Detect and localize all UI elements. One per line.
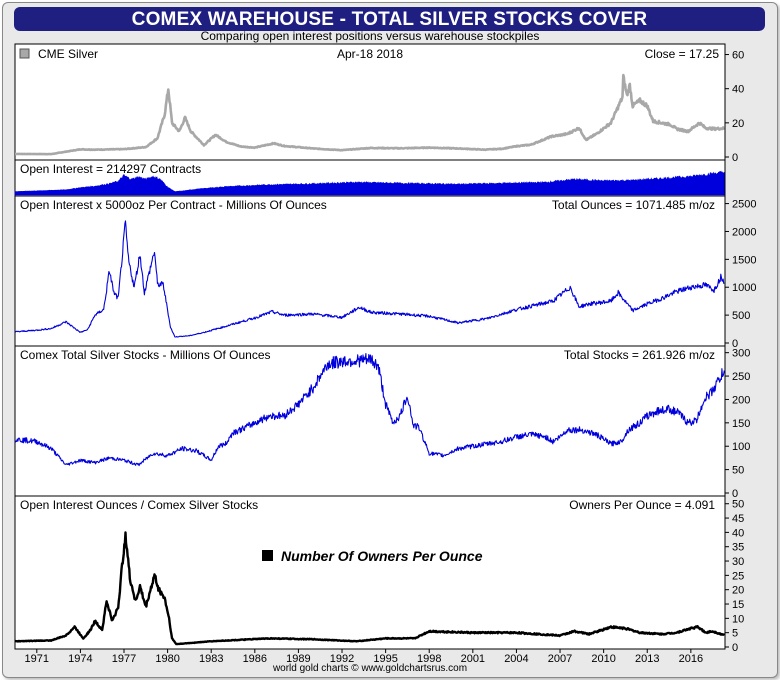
y-tick-label: 0 [732,488,738,500]
x-tick-label: 2007 [548,653,572,665]
y-tick-label: 2500 [732,199,756,211]
panel-label-left: Open Interest x 5000oz Per Contract - Mi… [20,198,327,212]
y-tick-label: 1500 [732,254,756,266]
legend-swatch [262,550,273,561]
x-tick-label: 2013 [635,653,659,665]
panel-label-left: Open Interest = 214297 Contracts [20,162,201,176]
panel-label-left: CME Silver [38,47,98,61]
chart-title: COMEX WAREHOUSE - TOTAL SILVER STOCKS CO… [131,9,648,30]
y-tick-label: 100 [732,441,750,453]
panel-label-right: Owners Per Ounce = 4.091 [569,498,715,512]
y-tick-label: 35 [732,542,744,554]
x-tick-label: 2010 [591,653,615,665]
y-tick-label: 150 [732,418,750,430]
y-tick-label: 25 [732,570,744,582]
x-tick-label: 2016 [679,653,703,665]
y-tick-label: 45 [732,513,744,525]
y-tick-label: 15 [732,599,744,611]
y-tick-label: 30 [732,556,744,568]
title-banner: COMEX WAREHOUSE - TOTAL SILVER STOCKS CO… [14,7,765,31]
panel-label-left: Open Interest Ounces / Comex Silver Stoc… [20,498,258,512]
y-tick-label: 1000 [732,282,756,294]
credit-line: world gold charts © www.goldchartsrus.co… [272,663,468,674]
series-area [14,170,725,196]
y-tick-label: 0 [732,642,738,654]
y-tick-label: 5 [732,628,738,640]
y-tick-label: 500 [732,310,750,322]
y-tick-label: 50 [732,465,744,477]
y-tick-label: 0 [732,338,738,350]
x-tick-label: 1980 [155,653,179,665]
series-line [14,531,726,646]
y-tick-label: 250 [732,371,750,383]
x-tick-label: 1992 [330,653,354,665]
x-tick-label: 1974 [68,653,92,665]
y-tick-label: 200 [732,394,750,406]
y-tick-label: 300 [732,348,750,360]
x-tick-label: 1986 [243,653,267,665]
legend-swatch [19,48,30,59]
y-tick-label: 10 [732,613,744,625]
y-tick-label: 60 [732,50,744,62]
y-tick-label: 40 [732,84,744,96]
y-tick-label: 20 [732,118,744,130]
panel-label-right: Close = 17.25 [645,47,720,61]
x-tick-label: 1989 [286,653,310,665]
series-line [14,353,725,467]
panel-label-left: Comex Total Silver Stocks - Millions Of … [20,348,271,362]
x-tick-label: 1983 [199,653,223,665]
y-tick-label: 40 [732,527,744,539]
y-tick-label: 2000 [732,226,756,238]
panel-label-center: Apr-18 2018 [337,47,403,61]
panel-label-right: Total Stocks = 261.926 m/oz [564,348,715,362]
chart-subtitle: Comparing open interest positions versus… [200,29,540,43]
y-tick-label: 0 [732,152,738,164]
series-line [14,73,725,156]
x-tick-label: 1971 [25,653,49,665]
x-tick-label: 1977 [112,653,136,665]
x-tick-label: 1998 [417,653,441,665]
panel-label-right: Total Ounces = 1071.485 m/oz [552,198,715,212]
x-tick-label: 1995 [373,653,397,665]
y-tick-label: 20 [732,585,744,597]
legend-label: Number Of Owners Per Ounce [281,548,483,564]
series-line [14,220,725,338]
y-tick-label: 50 [732,499,744,511]
x-tick-label: 2004 [504,653,528,665]
x-tick-label: 2001 [461,653,485,665]
